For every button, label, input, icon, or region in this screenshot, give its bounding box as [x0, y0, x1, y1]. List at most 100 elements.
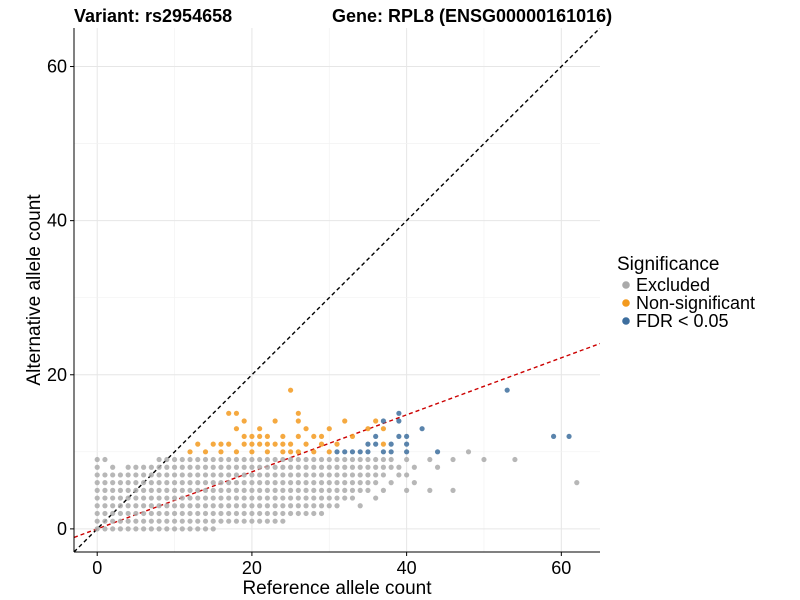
point-fdr-0-05	[396, 433, 402, 440]
point-excluded	[133, 503, 139, 509]
point-excluded	[450, 456, 456, 463]
point-excluded	[187, 472, 193, 478]
point-excluded	[264, 518, 270, 524]
point-non-significant	[380, 441, 387, 447]
point-excluded	[257, 480, 263, 486]
point-excluded	[156, 472, 162, 478]
point-non-significant	[342, 418, 348, 424]
legend: Significance ExcludedNon-significantFDR …	[617, 254, 755, 331]
point-excluded	[427, 456, 433, 463]
x-tick-label: 60	[551, 558, 571, 578]
fit-reference-line	[74, 342, 600, 539]
point-excluded	[210, 503, 216, 509]
point-excluded	[164, 518, 170, 524]
point-excluded	[264, 487, 270, 493]
point-excluded	[210, 472, 216, 478]
point-excluded	[117, 510, 124, 517]
point-excluded	[388, 456, 394, 463]
point-excluded	[141, 510, 147, 517]
point-excluded	[133, 472, 139, 478]
point-fdr-0-05	[419, 426, 425, 432]
point-fdr-0-05	[550, 433, 557, 440]
point-excluded	[110, 526, 116, 532]
point-excluded	[465, 449, 472, 455]
point-non-significant	[218, 449, 224, 455]
point-excluded	[202, 487, 209, 493]
point-excluded	[295, 510, 301, 517]
point-excluded	[218, 472, 224, 478]
point-excluded	[241, 495, 247, 501]
point-non-significant	[195, 441, 201, 447]
point-excluded	[574, 480, 580, 486]
point-excluded	[295, 472, 301, 478]
point-excluded	[264, 510, 270, 517]
point-non-significant	[264, 441, 270, 447]
point-non-significant	[303, 426, 309, 432]
point-excluded	[179, 472, 185, 478]
point-excluded	[241, 464, 247, 470]
point-excluded	[226, 510, 232, 517]
point-excluded	[164, 456, 170, 463]
point-excluded	[249, 487, 255, 493]
point-excluded	[357, 487, 363, 493]
point-excluded	[164, 510, 170, 517]
point-excluded	[148, 472, 154, 478]
point-non-significant	[202, 449, 209, 455]
point-excluded	[241, 503, 247, 509]
point-non-significant	[280, 441, 286, 447]
point-non-significant	[295, 433, 301, 440]
point-non-significant	[311, 433, 317, 440]
point-excluded	[218, 495, 224, 501]
point-excluded	[287, 480, 294, 486]
point-non-significant	[280, 449, 286, 455]
point-excluded	[110, 464, 116, 470]
point-non-significant	[318, 433, 325, 440]
point-excluded	[195, 464, 201, 470]
point-excluded	[272, 472, 278, 478]
point-excluded	[210, 487, 216, 493]
point-excluded	[388, 480, 394, 486]
point-fdr-0-05	[380, 449, 387, 455]
point-excluded	[218, 518, 224, 524]
point-excluded	[195, 480, 201, 486]
point-excluded	[141, 518, 147, 524]
point-excluded	[295, 495, 301, 501]
point-excluded	[241, 518, 247, 524]
point-excluded	[264, 503, 270, 509]
point-excluded	[404, 487, 410, 493]
point-excluded	[318, 464, 325, 470]
point-excluded	[318, 503, 325, 509]
point-excluded	[133, 495, 139, 501]
point-excluded	[342, 480, 348, 486]
point-excluded	[117, 472, 124, 478]
point-excluded	[249, 472, 255, 478]
point-excluded	[195, 472, 201, 478]
point-excluded	[318, 480, 325, 486]
point-excluded	[195, 510, 201, 517]
point-excluded	[94, 495, 100, 501]
point-excluded	[94, 510, 100, 517]
point-excluded	[233, 464, 240, 470]
point-excluded	[125, 526, 131, 532]
point-non-significant	[226, 410, 232, 416]
point-excluded	[187, 487, 193, 493]
point-excluded	[311, 456, 317, 463]
point-non-significant	[295, 418, 301, 424]
point-excluded	[380, 487, 387, 493]
point-excluded	[326, 503, 332, 509]
point-excluded	[318, 456, 325, 463]
point-excluded	[334, 456, 340, 463]
point-excluded	[241, 480, 247, 486]
point-non-significant	[326, 449, 332, 455]
point-excluded	[303, 510, 309, 517]
point-excluded	[187, 510, 193, 517]
chart-title-variant: Variant: rs2954658	[74, 6, 232, 26]
point-excluded	[318, 495, 325, 501]
point-excluded	[272, 518, 278, 524]
point-excluded	[210, 518, 216, 524]
point-excluded	[357, 456, 363, 463]
point-excluded	[110, 495, 116, 501]
point-excluded	[187, 464, 193, 470]
point-excluded	[156, 503, 162, 509]
